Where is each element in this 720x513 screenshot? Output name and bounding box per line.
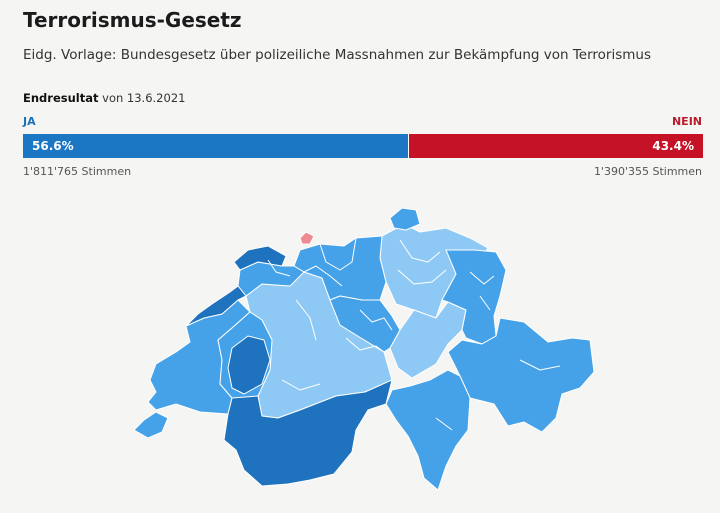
result-label: Endresultat — [23, 91, 99, 105]
yes-percent: 56.6% — [32, 139, 74, 153]
district-graubunden[interactable] — [447, 317, 595, 433]
region-light-yes — [245, 207, 489, 419]
bar-divider — [407, 134, 409, 158]
district-basel-stadt-no[interactable] — [299, 231, 315, 245]
yes-votes: 1'811'765 Stimmen — [23, 165, 132, 178]
region-mid-yes — [133, 235, 595, 491]
district-neuchatel[interactable] — [185, 285, 247, 327]
yes-bar-segment[interactable]: 56.6% — [23, 134, 408, 158]
district-jura[interactable] — [233, 245, 287, 271]
district-schaffhausen[interactable] — [389, 207, 421, 231]
region-dark-yes — [185, 245, 393, 487]
result-bar: 56.6% 43.4% — [23, 134, 703, 158]
no-percent: 43.4% — [652, 139, 694, 153]
no-label: NEIN — [671, 115, 702, 128]
district-luzern[interactable] — [329, 295, 401, 353]
district-geneva[interactable] — [133, 411, 169, 439]
vote-subtitle: Eidg. Vorlage: Bundesgesetz über polizei… — [23, 47, 652, 63]
result-date: von 13.6.2021 — [102, 91, 186, 105]
no-bar-segment[interactable]: 43.4% — [408, 134, 703, 158]
district-borders — [267, 237, 561, 431]
district-fribourg-east[interactable] — [227, 335, 271, 395]
no-votes: 1'390'355 Stimmen — [593, 165, 702, 178]
district-valais[interactable] — [223, 379, 393, 487]
page-title: Terrorismus-Gesetz — [23, 8, 242, 32]
result-line: Endresultat von 13.6.2021 — [23, 91, 185, 105]
yes-label: JA — [23, 115, 36, 128]
district-ticino[interactable] — [385, 369, 471, 491]
